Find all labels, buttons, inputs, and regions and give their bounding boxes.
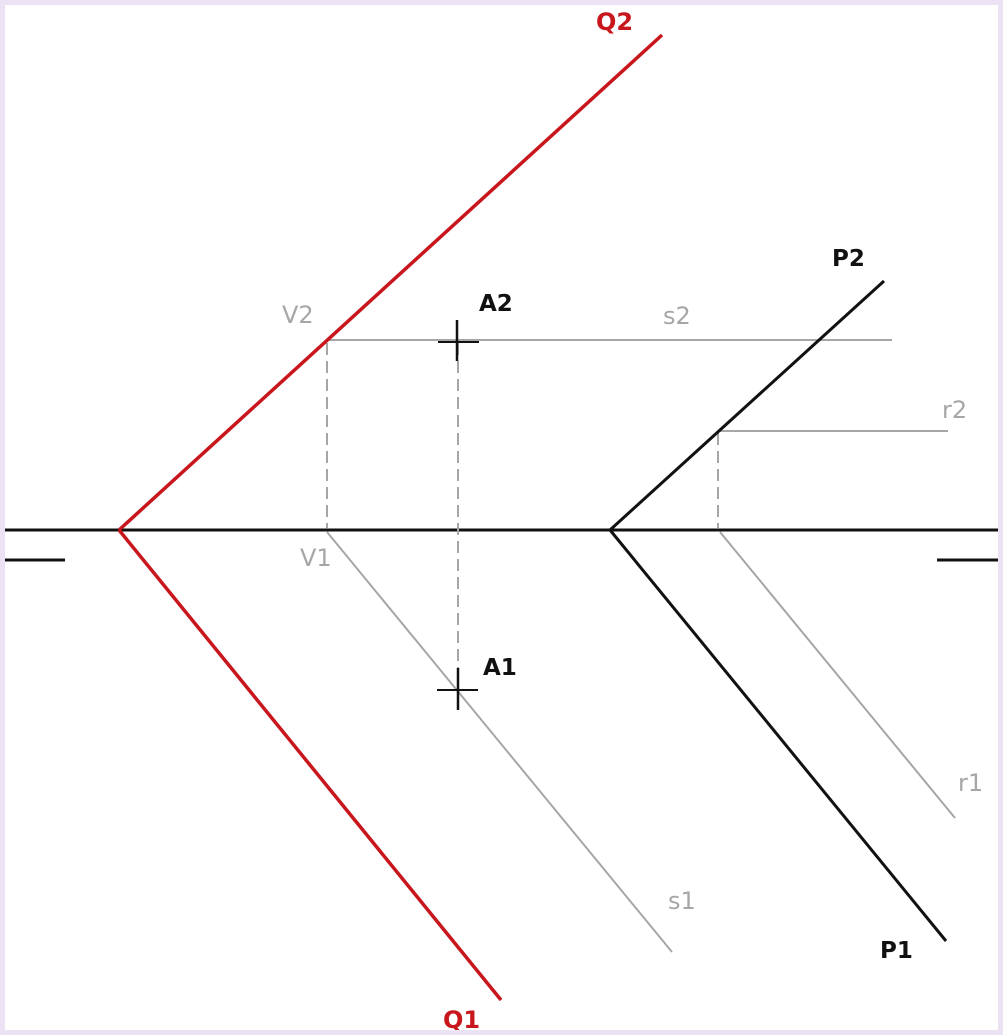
label-q1: Q1 (443, 1006, 480, 1030)
drawing-canvas: Q2 Q1 P2 P1 A2 A1 V2 V1 s2 s1 r2 r1 (5, 5, 998, 1030)
trace-p2 (608, 279, 886, 532)
trace-q1 (117, 528, 503, 1002)
point-a1-marker (437, 668, 478, 710)
trace-p1 (608, 529, 948, 942)
line-r1 (719, 531, 956, 819)
label-v1: V1 (300, 544, 332, 572)
label-a1: A1 (483, 655, 517, 681)
descriptive-geometry-diagram: Q2 Q1 P2 P1 A2 A1 V2 V1 s2 s1 r2 r1 (5, 8, 998, 1030)
trace-q2 (117, 33, 664, 532)
label-p2: P2 (832, 246, 865, 272)
label-r1: r1 (958, 769, 983, 797)
point-a2-marker (438, 320, 479, 361)
line-s1 (326, 531, 673, 953)
label-p1: P1 (880, 938, 913, 964)
label-r2: r2 (942, 396, 967, 424)
label-a2: A2 (479, 291, 513, 317)
label-s1: s1 (668, 887, 696, 915)
label-s2: s2 (663, 302, 691, 330)
label-v2: V2 (282, 301, 314, 329)
label-q2: Q2 (596, 8, 633, 36)
